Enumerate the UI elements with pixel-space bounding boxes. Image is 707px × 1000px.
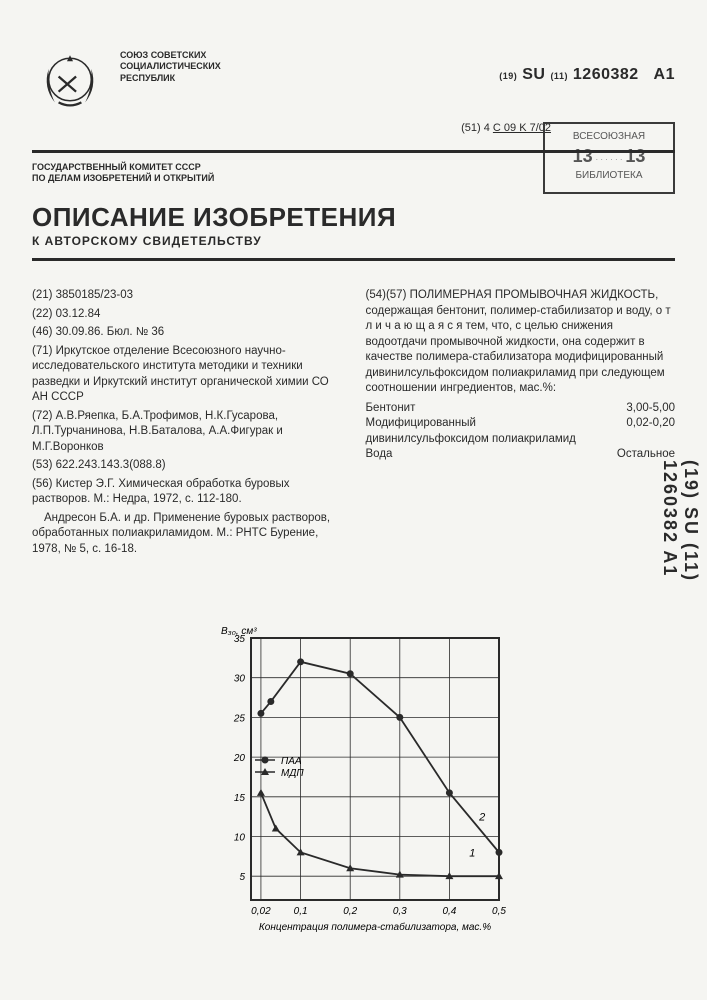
union-line: РЕСПУБЛИК [120,73,221,84]
divider [32,150,675,153]
ingredient-name: Модифицированный дивинилсульфоксидом пол… [366,416,596,447]
publication-number: (19) SU (11) 1260382 A1 [499,66,675,84]
svg-text:20: 20 [233,753,246,764]
pub-num: 1260382 [573,66,639,83]
svg-text:10: 10 [234,832,246,843]
union-line: СОЮЗ СОВЕТСКИХ [120,50,221,61]
svg-text:B₃₀, см³: B₃₀, см³ [221,626,257,637]
ingredient-row: Модифицированный дивинилсульфоксидом пол… [366,416,676,447]
pub-kind: A1 [654,66,675,83]
stamp-bot: БИБЛИОТЕКА [549,169,669,183]
svg-text:0,4: 0,4 [442,906,456,917]
svg-text:5: 5 [239,872,245,883]
pub-kind-prefix: (11) [550,71,568,81]
field-71: (71) Иркутское отделение Всесоюзного нау… [32,344,342,406]
svg-text:2: 2 [478,812,485,824]
stamp-num-left: 13 [573,144,593,169]
svg-text:ПАА: ПАА [281,756,302,767]
document-title: ОПИСАНИЕ ИЗОБРЕТЕНИЯ [32,202,396,233]
svg-text:30: 30 [234,674,246,685]
right-column: (54)(57) ПОЛИМЕРНАЯ ПРОМЫВОЧНАЯ ЖИДКОСТЬ… [366,288,676,560]
ipc-prefix: (51) 4 [461,122,490,134]
field-56b: Андресон Б.А. и др. Применение буровых р… [32,511,342,558]
committee-line: ГОСУДАРСТВЕННЫЙ КОМИТЕТ СССР [32,162,214,173]
svg-text:МДП: МДП [281,768,304,779]
svg-text:0,5: 0,5 [492,906,506,917]
divider [32,258,675,261]
field-72: (72) А.В.Ряепка, Б.А.Трофимов, Н.К.Гусар… [32,409,342,456]
svg-text:Концентрация полимера-стабилиз: Концентрация полимера-стабилизатора, мас… [259,921,491,933]
ingredient-value: 0,02-0,20 [595,416,675,447]
svg-text:0,2: 0,2 [343,906,357,917]
ingredient-name: Бентонит [366,401,596,417]
svg-text:1: 1 [469,847,475,859]
union-line: СОЦИАЛИСТИЧЕСКИХ [120,61,221,72]
header: СОЮЗ СОВЕТСКИХ СОЦИАЛИСТИЧЕСКИХ РЕСПУБЛИ… [32,30,675,270]
stamp-top: ВСЕСОЮЗНАЯ [549,130,669,144]
committee-name: ГОСУДАРСТВЕННЫЙ КОМИТЕТ СССР ПО ДЕЛАМ ИЗ… [32,162,214,185]
committee-line: ПО ДЕЛАМ ИЗОБРЕТЕНИЙ И ОТКРЫТИЙ [32,173,214,184]
stamp-num-right: 13 [625,144,645,169]
svg-text:15: 15 [234,793,246,804]
ingredient-row: Бентонит3,00-5,00 [366,401,676,417]
ingredients-table: Бентонит3,00-5,00Модифицированный дивини… [366,401,676,463]
svg-text:25: 25 [233,713,246,724]
claim-text: (54)(57) ПОЛИМЕРНАЯ ПРОМЫВОЧНАЯ ЖИДКОСТЬ… [366,288,676,397]
library-stamp: ВСЕСОЮЗНАЯ 13 · · · · · · 13 БИБЛИОТЕКА [543,122,675,194]
field-56a: (56) Кистер Э.Г. Химическая обработка бу… [32,477,342,508]
ingredient-value: 3,00-5,00 [595,401,675,417]
field-46: (46) 30.09.86. Бюл. № 36 [32,325,342,341]
field-53: (53) 622.243.143.3(088.8) [32,458,342,474]
chart: 0,020,10,20,30,40,55101520253035B₃₀, см³… [195,620,525,940]
left-column: (21) 3850185/23-03 (22) 03.12.84 (46) 30… [32,288,342,560]
field-22: (22) 03.12.84 [32,307,342,323]
svg-text:0,1: 0,1 [294,906,308,917]
ussr-emblem-icon [32,40,108,116]
pub-country: SU [522,66,545,83]
field-21: (21) 3850185/23-03 [32,288,342,304]
pub-prefix: (19) [499,71,517,81]
ingredient-name: Вода [366,447,596,463]
side-publication-number: (19) SU (11) 1260382 A1 [659,460,701,590]
document-subtitle: К АВТОРСКОМУ СВИДЕТЕЛЬСТВУ [32,234,262,248]
ipc-classification: (51) 4 C 09 K 7/02 [461,122,551,134]
svg-text:0,02: 0,02 [251,906,271,917]
svg-text:0,3: 0,3 [393,906,407,917]
union-name: СОЮЗ СОВЕТСКИХ СОЦИАЛИСТИЧЕСКИХ РЕСПУБЛИ… [120,50,221,84]
body-columns: (21) 3850185/23-03 (22) 03.12.84 (46) 30… [32,288,675,560]
ingredient-row: ВодаОстальное [366,447,676,463]
